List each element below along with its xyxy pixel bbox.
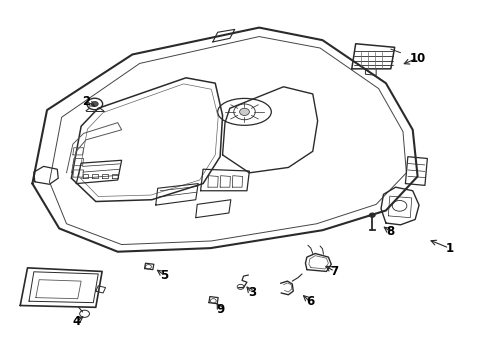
Text: 7: 7 bbox=[330, 265, 338, 278]
Text: 9: 9 bbox=[216, 303, 224, 316]
Text: 5: 5 bbox=[160, 269, 168, 282]
Text: 10: 10 bbox=[408, 51, 425, 64]
Text: 4: 4 bbox=[72, 315, 80, 328]
Text: 1: 1 bbox=[444, 242, 452, 255]
Text: 6: 6 bbox=[305, 296, 314, 309]
Text: 8: 8 bbox=[386, 225, 394, 238]
Text: 3: 3 bbox=[247, 287, 255, 300]
Circle shape bbox=[239, 108, 249, 116]
Circle shape bbox=[91, 102, 98, 107]
Circle shape bbox=[368, 213, 374, 217]
Text: 2: 2 bbox=[82, 95, 90, 108]
